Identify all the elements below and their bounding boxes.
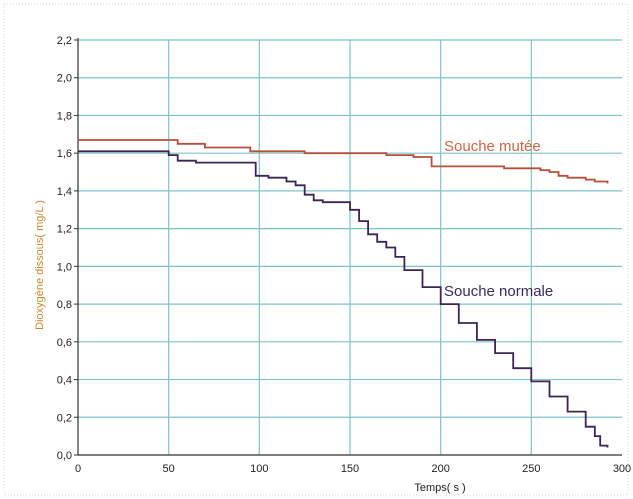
y-tick-label: 1,2 xyxy=(57,224,72,236)
x-tick-label: 300 xyxy=(613,463,631,475)
y-tick-label: 0,2 xyxy=(57,412,72,424)
y-tick-label: 1,6 xyxy=(57,148,72,160)
y-tick-label: 2,2 xyxy=(57,35,72,47)
tick-labels: 0 50 100 150 200 250 300 0,0 0,2 0,4 0,6 0,8 1,0 1,2 1… xyxy=(57,35,631,475)
series-layer xyxy=(78,139,609,448)
series-line-souche-normale xyxy=(78,150,609,448)
axes xyxy=(74,38,622,456)
y-tick-label: 0,0 xyxy=(57,450,72,462)
y-tick-label: 0,4 xyxy=(57,375,72,387)
x-tick-label: 0 xyxy=(75,463,81,475)
y-tick-label: 1,4 xyxy=(57,186,72,198)
x-tick-label: 50 xyxy=(163,463,175,475)
x-axis-title: Temps( s ) xyxy=(414,482,465,494)
series-label-souche-mutee: Souche mutée xyxy=(444,138,541,155)
y-axis-title: Dioxygène dissous( mg/L ) xyxy=(34,200,46,330)
y-tick-label: 0,6 xyxy=(57,337,72,349)
y-tick-label: 1,0 xyxy=(57,261,72,273)
y-tick-label: 1,8 xyxy=(57,110,72,122)
y-tick-label: 0,8 xyxy=(57,299,72,311)
series-line-souche-mutee xyxy=(78,139,609,184)
x-tick-label: 250 xyxy=(522,463,540,475)
y-tick-label: 2,0 xyxy=(57,73,72,85)
x-tick-label: 200 xyxy=(431,463,449,475)
x-tick-label: 150 xyxy=(341,463,359,475)
outer-frame xyxy=(3,3,629,496)
x-tick-label: 100 xyxy=(250,463,268,475)
series-label-souche-normale: Souche normale xyxy=(444,283,553,300)
